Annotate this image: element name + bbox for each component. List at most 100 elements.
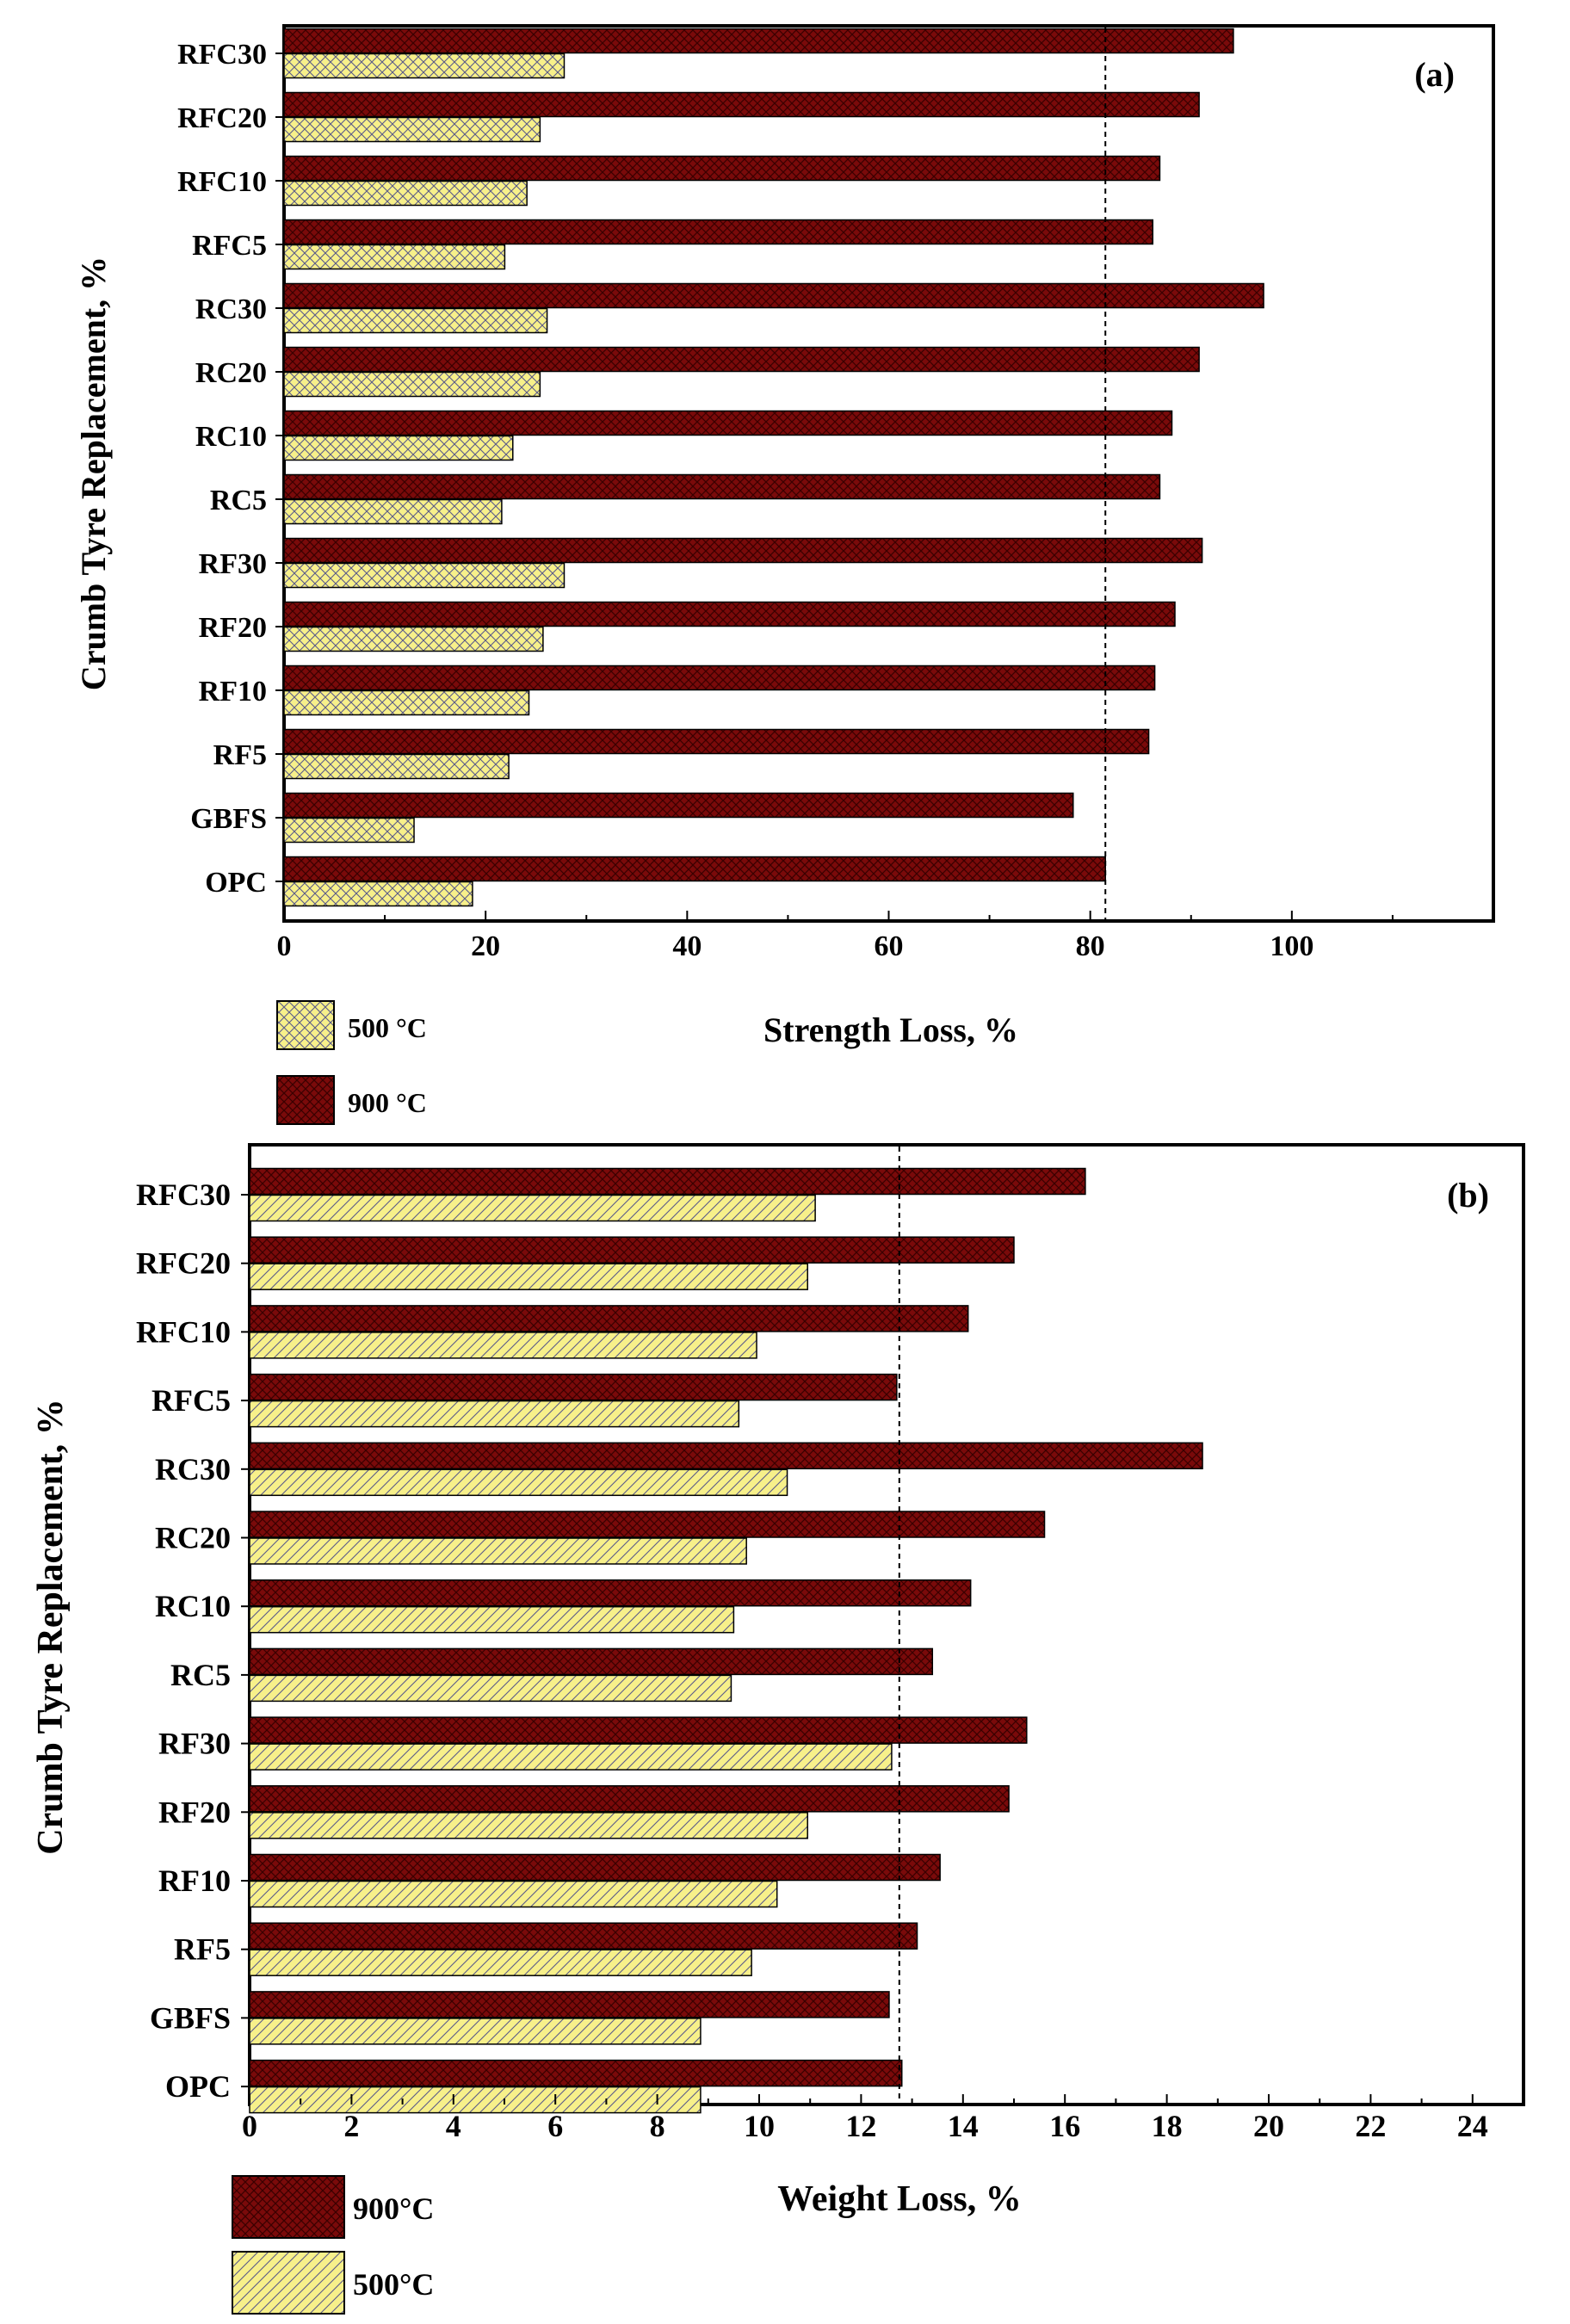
y-tick-label: RC20 bbox=[195, 357, 267, 389]
panel-b-y-axis-title: Crumb Tyre Replacement, % bbox=[31, 1399, 71, 1855]
x-tick-label: 18 bbox=[1152, 2109, 1183, 2143]
bar-rf20-900 bbox=[249, 1785, 1010, 1813]
y-tick-label: RF10 bbox=[199, 676, 267, 708]
bar-rfc10-500 bbox=[249, 1332, 757, 1359]
bar-rfc30-500 bbox=[283, 53, 566, 79]
x-tick-label: 60 bbox=[875, 930, 904, 962]
panel-a-label: (a) bbox=[1414, 55, 1455, 94]
panel-b: RFC30 RFC20 RFC10 RFC5 RC30 RC20 RC10 RC5 RF30 RF… bbox=[31, 1143, 1525, 2315]
x-tick-label: 2 bbox=[343, 2109, 359, 2143]
panel-b-label: (b) bbox=[1447, 1176, 1489, 1215]
x-tick-label: 20 bbox=[1253, 2109, 1284, 2143]
bar-rc10-500 bbox=[249, 1605, 735, 1634]
bar-rc5-500 bbox=[283, 498, 503, 525]
bar-rfc20-900 bbox=[283, 91, 1200, 118]
y-tick-label: RC10 bbox=[155, 1589, 231, 1623]
y-tick-label: RC5 bbox=[170, 1658, 231, 1692]
bar-rc5-500 bbox=[249, 1674, 732, 1703]
bar-rfc5-900 bbox=[249, 1373, 898, 1401]
panel-b-legend: 900°C 500°C bbox=[232, 2175, 434, 2315]
x-tick-label: 4 bbox=[446, 2109, 461, 2143]
x-tick-label: 0 bbox=[277, 930, 292, 962]
bar-rfc20-900 bbox=[249, 1236, 1015, 1264]
legend-swatch-500 bbox=[232, 2251, 345, 2315]
legend-swatch-900 bbox=[232, 2175, 345, 2239]
bar-rf5-500 bbox=[249, 1949, 752, 1976]
y-tick-label: RC20 bbox=[155, 1521, 231, 1555]
y-tick-label: RFC10 bbox=[136, 1314, 231, 1349]
bar-gbfs-900 bbox=[249, 1991, 890, 2018]
y-tick-label: RFC5 bbox=[151, 1383, 231, 1418]
x-tick-label: 6 bbox=[547, 2109, 563, 2143]
bar-rf5-900 bbox=[249, 1922, 918, 1950]
bar-rc5-900 bbox=[249, 1647, 934, 1676]
y-tick-label: RFC30 bbox=[136, 1177, 231, 1212]
x-tick-label: 8 bbox=[650, 2109, 665, 2143]
bar-rf10-900 bbox=[283, 664, 1156, 691]
x-tick-label: 12 bbox=[845, 2109, 876, 2143]
bar-rc10-900 bbox=[283, 410, 1173, 436]
bar-opc-900 bbox=[283, 856, 1106, 882]
x-tick-label: 16 bbox=[1049, 2109, 1080, 2143]
y-tick-label: RC10 bbox=[195, 421, 267, 453]
y-tick-label: RF30 bbox=[199, 548, 267, 580]
bar-rc30-500 bbox=[249, 1468, 788, 1497]
panel-b-x-axis-title: Weight Loss, % bbox=[777, 2179, 1022, 2219]
y-tick-label: RF30 bbox=[158, 1727, 231, 1761]
legend-swatch-500 bbox=[276, 1000, 335, 1050]
legend-label-900: 900°C bbox=[353, 2191, 434, 2226]
bar-rfc20-500 bbox=[283, 116, 541, 143]
bar-rfc20-500 bbox=[249, 1263, 808, 1290]
bar-opc-500 bbox=[283, 881, 473, 907]
bar-rf30-500 bbox=[283, 562, 566, 589]
panel-a-x-axis-title: Strength Loss, % bbox=[763, 1011, 1018, 1049]
x-tick-label: 20 bbox=[471, 930, 500, 962]
legend-label-500: 500 °C bbox=[348, 1012, 427, 1043]
bar-rc30-900 bbox=[283, 282, 1264, 309]
panel-a-y-axis-title: Crumb Tyre Replacement, % bbox=[74, 257, 113, 690]
bar-rc10-900 bbox=[249, 1579, 972, 1607]
bar-rfc5-900 bbox=[283, 219, 1154, 245]
y-tick-label: RF5 bbox=[213, 739, 267, 771]
y-tick-label: RFC20 bbox=[136, 1246, 231, 1281]
bar-rf5-500 bbox=[283, 753, 510, 780]
bar-rfc5-500 bbox=[283, 244, 506, 270]
bar-rfc30-500 bbox=[249, 1194, 816, 1222]
bar-rf5-900 bbox=[283, 728, 1150, 755]
y-tick-label: RFC20 bbox=[177, 102, 267, 134]
panel-a-legend: 500 °C 900 °C bbox=[276, 1000, 427, 1125]
bar-gbfs-500 bbox=[249, 2018, 702, 2045]
x-tick-label: 100 bbox=[1270, 930, 1313, 962]
bar-rc10-500 bbox=[283, 435, 514, 461]
bar-rf10-500 bbox=[249, 1880, 778, 1908]
bar-rf30-900 bbox=[283, 537, 1203, 564]
y-tick-label: OPC bbox=[205, 867, 267, 899]
bar-rf20-900 bbox=[283, 601, 1176, 627]
bar-rf30-500 bbox=[249, 1743, 893, 1771]
x-tick-label: 22 bbox=[1355, 2109, 1386, 2143]
x-tick-label: 10 bbox=[744, 2109, 775, 2143]
bar-rfc10-900 bbox=[283, 155, 1161, 182]
y-tick-label: RC30 bbox=[195, 294, 267, 325]
y-tick-label: RFC30 bbox=[177, 39, 267, 71]
y-tick-label: GBFS bbox=[150, 2000, 231, 2035]
bar-rc5-900 bbox=[283, 473, 1161, 500]
y-tick-label: RF5 bbox=[174, 1932, 231, 1967]
y-tick-label: OPC bbox=[165, 2069, 231, 2104]
x-tick-label: 80 bbox=[1076, 930, 1105, 962]
y-tick-label: RC30 bbox=[155, 1452, 231, 1486]
y-tick-label: RF10 bbox=[158, 1864, 231, 1898]
bar-opc-500 bbox=[249, 2086, 702, 2114]
y-tick-label: GBFS bbox=[190, 803, 267, 835]
bar-rc20-500 bbox=[249, 1537, 747, 1565]
bar-opc-900 bbox=[249, 2059, 903, 2087]
legend-label-900: 900 °C bbox=[348, 1087, 427, 1118]
bar-gbfs-500 bbox=[283, 817, 415, 844]
bar-rfc30-900 bbox=[283, 28, 1234, 54]
x-tick-label: 0 bbox=[242, 2109, 257, 2143]
bar-rfc10-500 bbox=[283, 180, 528, 207]
bar-rf10-500 bbox=[283, 689, 530, 716]
bar-rf10-900 bbox=[249, 1853, 941, 1882]
bar-rf30-900 bbox=[249, 1716, 1028, 1744]
